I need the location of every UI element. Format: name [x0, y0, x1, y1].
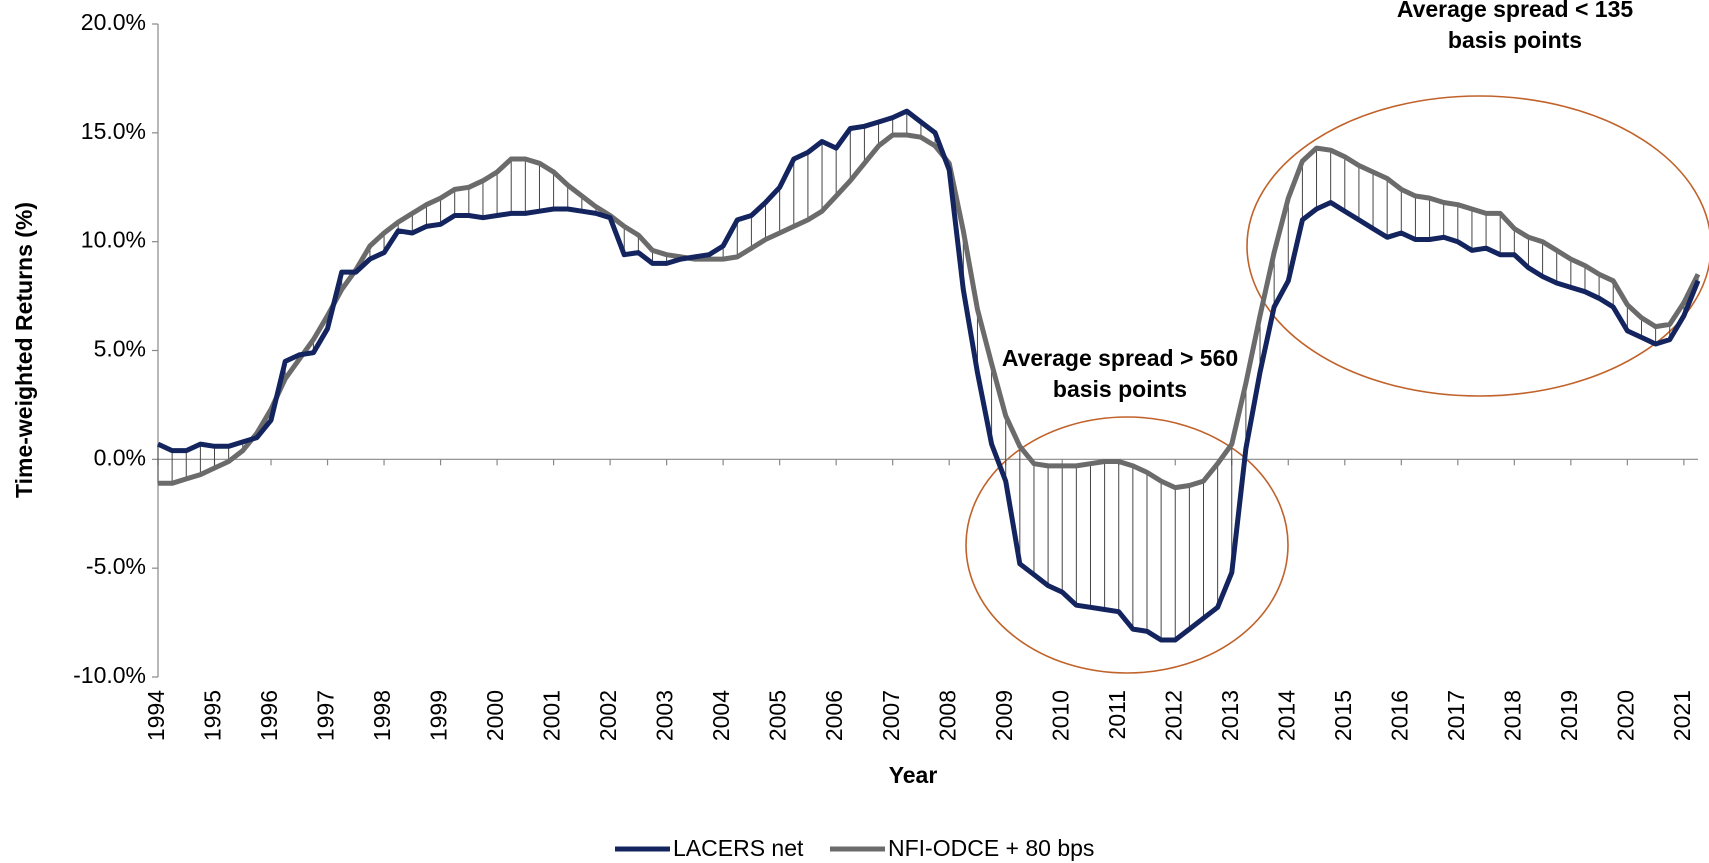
legend-label: LACERS net — [673, 835, 804, 861]
x-tick-label: 2011 — [1104, 690, 1130, 739]
y-axis-label: Time-weighted Returns (%) — [11, 202, 37, 498]
x-tick-label: 2019 — [1556, 690, 1582, 741]
annotation: Average spread > 560 — [1002, 345, 1238, 371]
x-tick-label: 1996 — [256, 690, 282, 741]
x-tick-label: 2004 — [708, 690, 734, 741]
x-tick-label: 1994 — [143, 690, 169, 741]
x-tick-label: 1995 — [200, 690, 226, 741]
x-tick-label: 2021 — [1669, 690, 1695, 741]
x-tick-label: 2018 — [1499, 690, 1525, 741]
annotation-ellipse — [1246, 95, 1709, 397]
x-tick-label: 2017 — [1443, 690, 1469, 741]
x-tick-label: 2006 — [821, 690, 847, 741]
x-tick-label: 1997 — [313, 690, 339, 741]
annotation-ellipse — [965, 416, 1289, 674]
y-tick-label: 15.0% — [81, 118, 146, 144]
legend-label: NFI-ODCE + 80 bps — [888, 835, 1094, 861]
x-tick-label: 2016 — [1386, 690, 1412, 741]
y-tick-label: -5.0% — [86, 553, 146, 579]
series-line — [158, 132, 1701, 491]
x-tick-label: 2005 — [765, 690, 791, 741]
x-tick-label: 2007 — [878, 690, 904, 741]
x-tick-label: 2013 — [1217, 690, 1243, 741]
y-tick-label: 5.0% — [94, 336, 146, 362]
x-tick-label: 2020 — [1612, 690, 1638, 741]
annotation: Average spread < 135 — [1397, 0, 1634, 22]
x-tick-label: 2014 — [1273, 690, 1299, 741]
x-tick-label: 2000 — [482, 690, 508, 741]
annotation: basis points — [1053, 376, 1187, 402]
x-tick-label: 2008 — [934, 690, 960, 741]
x-axis-label: Year — [889, 762, 938, 788]
y-tick-label: 0.0% — [94, 444, 146, 470]
y-tick-label: 10.0% — [81, 227, 146, 253]
annotation: basis points — [1448, 27, 1582, 53]
x-tick-label: 2012 — [1160, 690, 1186, 741]
x-tick-label: 1998 — [369, 690, 395, 741]
x-tick-label: 2009 — [991, 690, 1017, 741]
x-tick-label: 2015 — [1330, 690, 1356, 741]
y-tick-label: 20.0% — [81, 9, 146, 35]
series-line — [156, 108, 1701, 643]
x-tick-label: 2002 — [595, 690, 621, 741]
y-tick-label: -10.0% — [73, 662, 146, 688]
x-tick-label: 1999 — [426, 690, 452, 741]
x-tick-label: 2003 — [652, 690, 678, 741]
x-tick-label: 2010 — [1047, 690, 1073, 741]
x-tick-label: 2001 — [539, 690, 565, 741]
